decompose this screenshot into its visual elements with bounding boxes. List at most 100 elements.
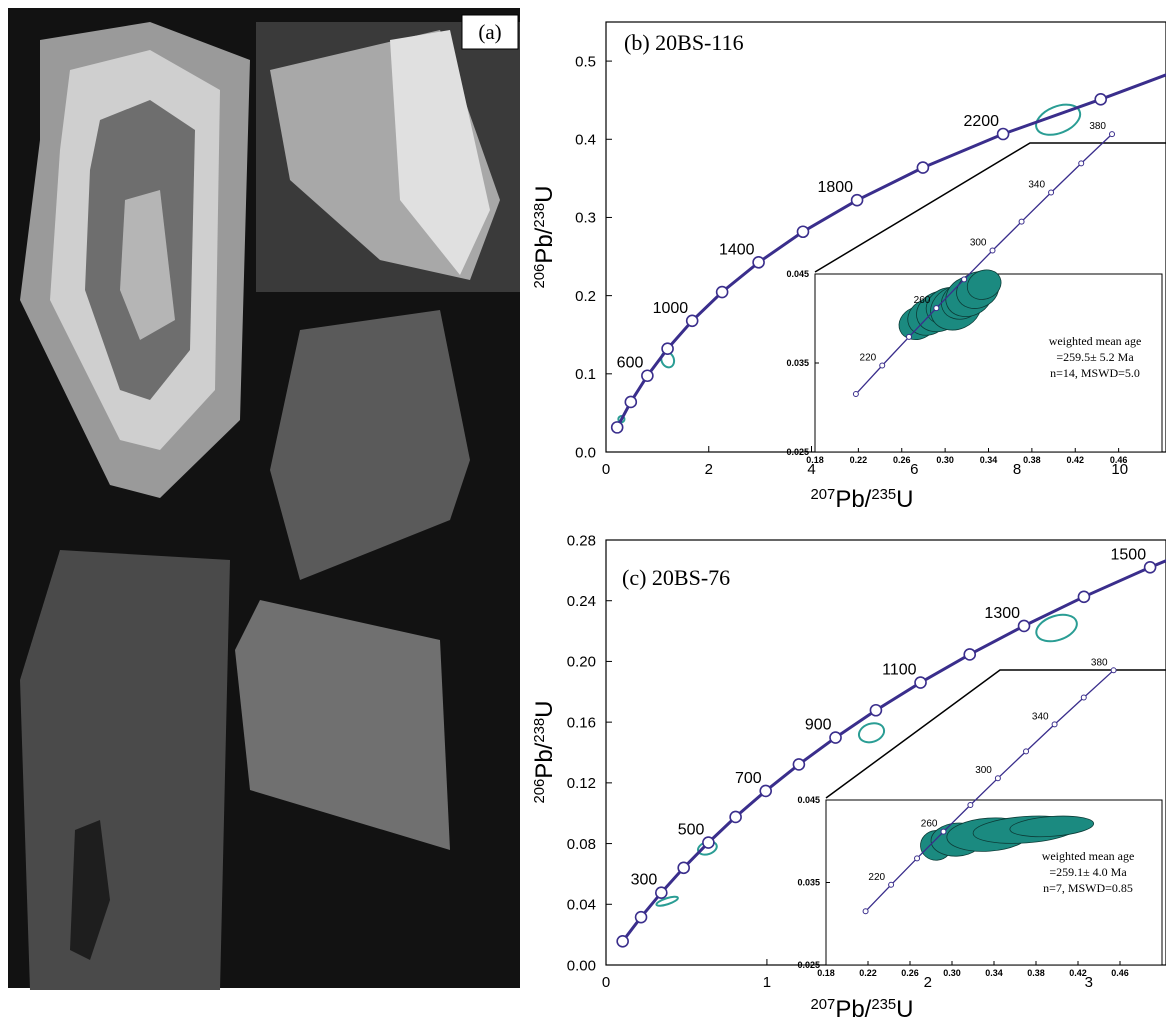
age-marker [1110, 132, 1115, 137]
age-marker [678, 862, 689, 873]
age-marker [907, 334, 912, 339]
panel-title: (b) 20BS-116 [624, 30, 744, 55]
y-tick-label: 0.20 [567, 654, 596, 671]
age-label: 1500 [1111, 546, 1147, 563]
annotation: =259.1± 4.0 Ma [1049, 865, 1127, 879]
age-marker [753, 257, 764, 268]
x-tick-label: 0.30 [943, 968, 961, 978]
x-tick-label: 0.22 [859, 968, 877, 978]
age-marker [998, 129, 1009, 140]
y-tick-label: 0.08 [567, 836, 596, 853]
age-marker [625, 396, 636, 407]
error-ellipse [856, 720, 886, 745]
y-tick-label: 0.045 [797, 795, 820, 805]
x-tick-label: 8 [1013, 461, 1021, 478]
age-marker [662, 343, 673, 354]
axis-label-part: U [896, 996, 913, 1023]
age-marker [968, 803, 973, 808]
axis-label: 207Pb/235U [810, 996, 913, 1023]
x-tick-label: 0.38 [1023, 455, 1041, 465]
age-marker [941, 829, 946, 834]
x-tick-label: 6 [910, 461, 918, 478]
age-marker [1078, 591, 1089, 602]
age-marker [617, 936, 628, 947]
age-label: 380 [1091, 657, 1108, 668]
axis-label: 206Pb/238U [531, 185, 558, 288]
x-tick-label: 0.34 [985, 968, 1003, 978]
figure: (a) 02468100.00.10.20.30.40.560010001400… [0, 0, 1166, 1025]
age-label: 260 [921, 819, 938, 830]
x-tick-label: 0.26 [893, 455, 911, 465]
age-label: 500 [678, 822, 705, 839]
age-label: 600 [617, 355, 644, 372]
age-marker [687, 315, 698, 326]
age-marker [1081, 695, 1086, 700]
annotation: n=7, MSWD=0.85 [1043, 881, 1133, 895]
annotation: =259.5± 5.2 Ma [1056, 350, 1134, 364]
annotation: n=14, MSWD=5.0 [1050, 366, 1140, 380]
age-marker [889, 882, 894, 887]
x-tick-label: 2 [705, 461, 713, 478]
age-marker [915, 856, 920, 861]
age-marker [760, 785, 771, 796]
age-marker [915, 677, 926, 688]
age-marker [1019, 219, 1024, 224]
x-tick-label: 0.26 [901, 968, 919, 978]
annotation: weighted mean age [1049, 334, 1142, 348]
axis-label-part: 207 [810, 487, 835, 503]
axis-label-part: 235 [871, 487, 896, 503]
age-marker [642, 370, 653, 381]
error-ellipse [1033, 610, 1080, 646]
x-tick-label: 0.22 [850, 455, 868, 465]
inset-plot: 0.180.220.260.300.340.380.420.460.0250.0… [797, 657, 1162, 978]
axis-label-part: Pb/ [835, 486, 871, 513]
age-marker [1019, 620, 1030, 631]
y-tick-label: 0.035 [797, 878, 820, 888]
age-label: 260 [914, 295, 931, 306]
zircon-grain [20, 550, 230, 990]
age-marker [853, 392, 858, 397]
age-label: 300 [975, 765, 992, 776]
age-marker [880, 363, 885, 368]
axis-label-part: 238 [532, 203, 548, 228]
axis-label-part: 235 [871, 997, 896, 1013]
y-tick-label: 0.025 [786, 447, 809, 457]
axis-label-part: 238 [532, 718, 548, 743]
axis-label-part: Pb/ [835, 996, 871, 1023]
age-label: 300 [631, 872, 658, 889]
age-label: 220 [868, 872, 885, 883]
x-tick-label: 0.46 [1111, 968, 1129, 978]
age-marker [990, 248, 995, 253]
y-tick-label: 0.4 [575, 132, 596, 149]
age-label: 900 [805, 717, 832, 734]
age-marker [717, 287, 728, 298]
y-tick-label: 0.2 [575, 288, 596, 305]
age-label: 1400 [719, 241, 755, 258]
x-tick-label: 0.30 [936, 455, 954, 465]
age-label: 220 [860, 352, 877, 363]
age-label: 2200 [963, 113, 999, 130]
x-tick-label: 2 [924, 974, 932, 991]
axis-label-part: U [531, 700, 558, 717]
age-label: 380 [1089, 121, 1106, 132]
x-tick-label: 0.42 [1066, 455, 1084, 465]
x-tick-label: 0.46 [1110, 455, 1128, 465]
age-marker [962, 277, 967, 282]
age-marker [1095, 94, 1106, 105]
age-marker [656, 887, 667, 898]
y-tick-label: 0.28 [567, 532, 596, 549]
cl-image-panel: (a) [8, 8, 520, 990]
x-tick-label: 1 [763, 974, 771, 991]
age-marker [852, 195, 863, 206]
age-marker [964, 649, 975, 660]
y-tick-label: 0.16 [567, 714, 596, 731]
age-marker [870, 705, 881, 716]
panel-label: (a) [478, 20, 501, 44]
age-label: 700 [735, 770, 762, 787]
age-marker [793, 759, 804, 770]
axis-label-part: U [531, 185, 558, 202]
age-label: 1300 [984, 605, 1020, 622]
age-label: 1000 [653, 300, 689, 317]
age-marker [1049, 190, 1054, 195]
